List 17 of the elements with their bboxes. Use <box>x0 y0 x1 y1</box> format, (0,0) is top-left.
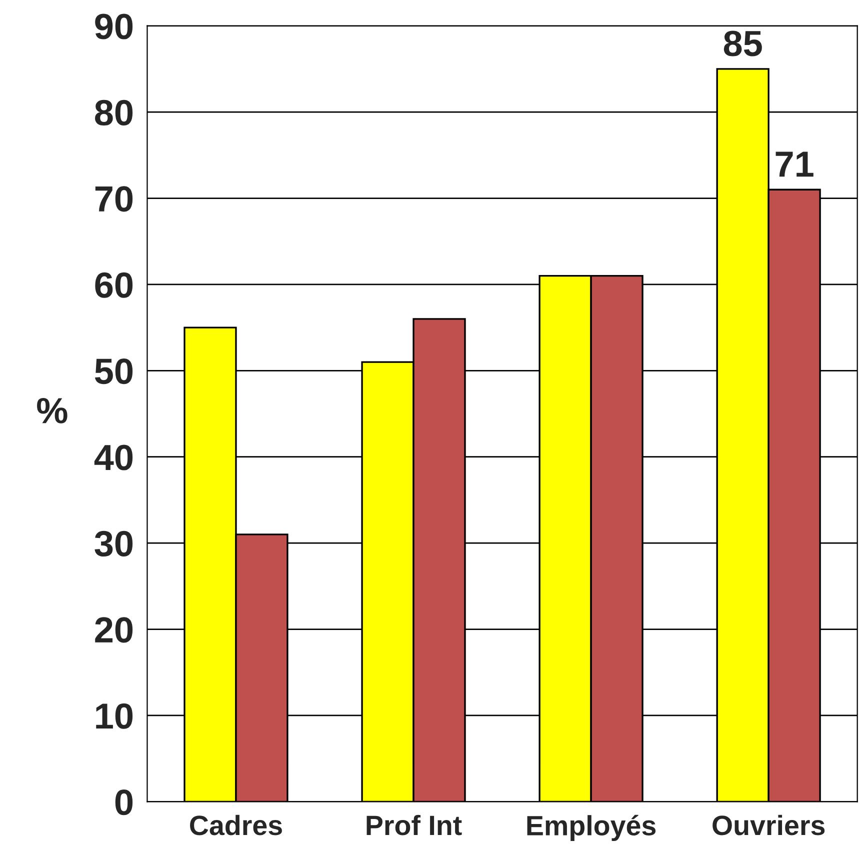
y-tick-label: 30 <box>94 530 133 557</box>
y-tick-label: 60 <box>95 272 133 298</box>
y-tick-label: 90 <box>95 14 133 40</box>
data-label: 71 <box>776 152 814 177</box>
y-axis-title: % <box>37 398 68 424</box>
x-tick-label: Cadres <box>190 814 282 836</box>
y-tick-label: 50 <box>94 358 133 384</box>
y-tick-label: 70 <box>95 186 133 212</box>
y-tick-label: 80 <box>95 100 133 126</box>
data-label: 85 <box>724 30 762 56</box>
y-tick-label: 20 <box>95 617 133 643</box>
y-tick-label: 10 <box>96 703 133 729</box>
x-tick-label: Ouvriers <box>712 814 825 836</box>
y-tick-label: 40 <box>94 444 133 470</box>
x-tick-label: Employés <box>527 814 656 841</box>
x-tick-label: Prof Int <box>366 814 462 836</box>
y-tick-label: 0 <box>115 790 133 816</box>
